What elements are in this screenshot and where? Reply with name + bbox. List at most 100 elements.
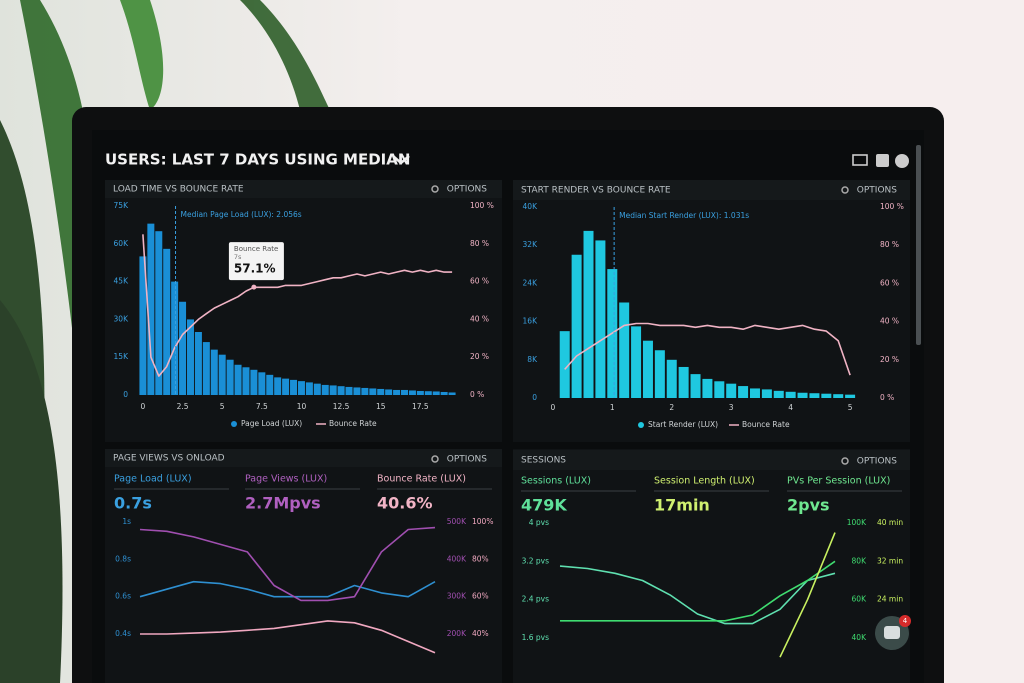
- bar: [258, 372, 266, 395]
- metric-value: 0.7s: [114, 494, 152, 513]
- y-tick-label: 32K: [523, 240, 539, 249]
- bar: [773, 390, 784, 398]
- y-tick-label: 15K: [114, 352, 130, 361]
- bar: [432, 391, 440, 395]
- bar: [147, 223, 155, 395]
- y-tick-label: 75K: [114, 201, 130, 210]
- bar: [377, 388, 385, 395]
- y3-tick-label: 60%: [472, 592, 489, 601]
- x-tick-label: 5: [848, 403, 853, 412]
- line: [560, 560, 836, 622]
- metric-label: Bounce Rate (LUX): [377, 474, 466, 485]
- gear-icon: [841, 186, 849, 194]
- bar: [155, 231, 163, 395]
- x-tick-label: 2: [669, 403, 674, 412]
- bar: [642, 340, 653, 398]
- x-tick-label: 3: [729, 403, 734, 412]
- x-tick-label: 0: [550, 403, 555, 412]
- bar: [785, 391, 796, 398]
- metric-label: Page Views (LUX): [245, 474, 327, 485]
- bar: [313, 383, 321, 395]
- metric-value: 2.7Mpvs: [245, 494, 321, 513]
- y-tick-label: 0.6s: [115, 592, 131, 601]
- x-tick-label: 12.5: [333, 402, 350, 411]
- y3-tick-label: 100%: [472, 517, 493, 526]
- dashboard-title: USERS: LAST 7 DAYS USING MEDIAN: [105, 151, 410, 169]
- y2-tick-label: 100K: [847, 518, 867, 527]
- charts: LOAD TIME VS BOUNCE RATE OPTIONS015K30K45…: [113, 185, 904, 658]
- y3-tick-label: 80%: [472, 554, 489, 563]
- bar: [571, 254, 582, 398]
- legend-label: Page Load (LUX): [241, 419, 302, 428]
- bar: [290, 379, 298, 395]
- bar: [210, 349, 218, 395]
- bar: [369, 388, 377, 395]
- y-tick-label: 60K: [114, 239, 130, 248]
- y-tick-label: 1s: [122, 517, 131, 526]
- metric-label: PVs Per Session (LUX): [787, 476, 890, 487]
- panel-title: PAGE VIEWS VS ONLOAD: [113, 454, 225, 464]
- bar: [809, 393, 820, 398]
- bar: [631, 326, 642, 398]
- bar: [797, 392, 808, 398]
- bar: [416, 390, 424, 395]
- y2-tick-label: 80 %: [470, 239, 489, 248]
- panel-header: [105, 449, 502, 467]
- bar: [186, 319, 194, 395]
- legend-label: Bounce Rate: [329, 419, 377, 428]
- x-tick-label: 7.5: [256, 402, 268, 411]
- gear-icon: [431, 455, 439, 463]
- bar: [274, 377, 282, 395]
- line: [142, 234, 453, 377]
- y-tick-label: 30K: [114, 314, 130, 323]
- y-tick-label: 16K: [523, 317, 539, 326]
- y2-tick-label: 60 %: [470, 277, 489, 286]
- share-icon[interactable]: [876, 154, 889, 167]
- line: [564, 322, 851, 376]
- y-tick-label: 40K: [523, 202, 539, 211]
- bar: [714, 381, 725, 398]
- y2-tick-label: 20 %: [470, 352, 489, 361]
- bar: [440, 391, 448, 395]
- bar: [297, 381, 305, 395]
- badge-count: 4: [903, 617, 908, 625]
- y-tick-label: 0.8s: [115, 554, 131, 563]
- x-tick-label: 2.5: [177, 402, 189, 411]
- y3-tick-label: 40%: [472, 629, 489, 638]
- dropdown-icon[interactable]: [392, 155, 410, 165]
- options-button[interactable]: OPTIONS: [447, 185, 487, 195]
- bar: [448, 392, 456, 395]
- legend-label: Bounce Rate: [742, 420, 790, 429]
- help-icon[interactable]: [895, 154, 909, 168]
- metric-value: 17min: [654, 496, 710, 515]
- bar: [702, 378, 713, 398]
- metric-value: 2pvs: [787, 496, 830, 515]
- y2-tick-label: 80K: [852, 556, 868, 565]
- options-button[interactable]: OPTIONS: [857, 457, 897, 467]
- bar: [361, 387, 369, 395]
- y2-tick-label: 400K: [447, 554, 467, 563]
- bar: [583, 230, 594, 398]
- bar: [250, 369, 258, 395]
- bar: [179, 301, 187, 395]
- gear-icon: [431, 185, 439, 193]
- y2-tick-label: 500K: [447, 517, 467, 526]
- bar: [401, 389, 409, 395]
- x-tick-label: 5: [220, 402, 225, 411]
- tooltip-value: 57.1%: [234, 262, 276, 276]
- options-button[interactable]: OPTIONS: [447, 455, 487, 465]
- line: [139, 580, 436, 598]
- y-tick-label: 8K: [527, 355, 538, 364]
- bar: [424, 391, 432, 395]
- bar: [282, 378, 290, 395]
- bar: [163, 248, 171, 395]
- bar: [321, 384, 329, 395]
- y2-tick-label: 80 %: [880, 240, 899, 249]
- scrollbar[interactable]: [916, 145, 921, 345]
- y-tick-label: 45K: [114, 277, 130, 286]
- line: [139, 526, 436, 602]
- monitor-icon[interactable]: [852, 154, 868, 166]
- y-tick-label: 3.2 pvs: [522, 556, 550, 565]
- options-button[interactable]: OPTIONS: [857, 186, 897, 196]
